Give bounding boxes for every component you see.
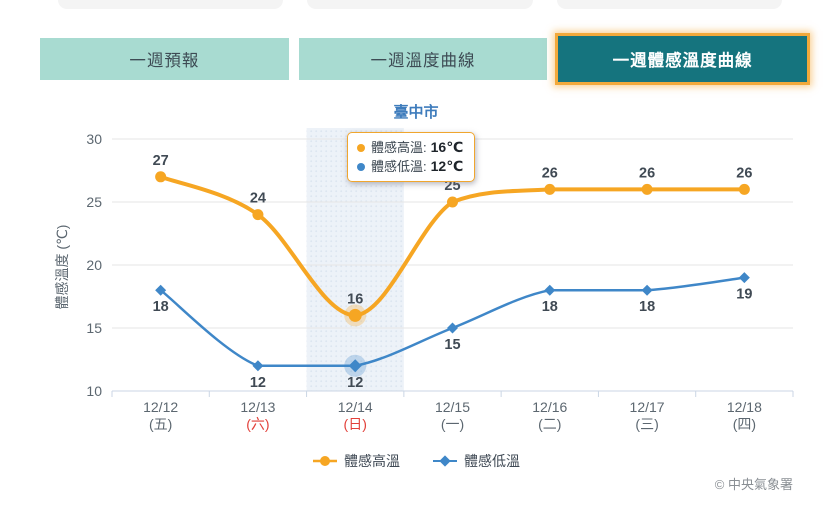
data-label: 18: [542, 299, 558, 315]
y-tick-label: 30: [86, 131, 102, 147]
tooltip-label: 體感低溫:: [371, 159, 427, 174]
y-tick-label: 15: [86, 320, 102, 336]
data-label: 26: [736, 165, 752, 181]
high-temp-dot-icon: [357, 143, 365, 152]
tab-label: 一週溫度曲線: [370, 52, 476, 70]
x-weekday-label: (日): [344, 416, 367, 432]
chart-legend: 體感高溫 體感低溫: [0, 451, 832, 471]
y-tick-label: 20: [86, 257, 102, 273]
tooltip-value: 16℃: [430, 139, 464, 155]
line-circle-marker-icon: [313, 456, 337, 466]
data-label: 12: [347, 375, 363, 391]
legend-item-low-temp[interactable]: 體感低溫: [432, 451, 520, 471]
cutoff-card-2: [307, 0, 533, 9]
tab-label: 一週體感溫度曲線: [612, 52, 753, 70]
low-temp-point-marker[interactable]: [252, 360, 264, 372]
data-label: 24: [250, 191, 266, 207]
legend-label: 體感高溫: [344, 453, 400, 469]
x-weekday-label: (六): [246, 416, 269, 432]
tooltip-row-low: 體感低溫: 12℃: [357, 157, 463, 176]
low-temp-point-marker[interactable]: [155, 284, 167, 296]
low-temp-point-marker[interactable]: [544, 284, 556, 296]
low-temp-point-marker[interactable]: [641, 284, 653, 296]
cutoff-card-3: [557, 0, 782, 9]
x-date-label: 12/17: [630, 399, 665, 415]
high-temp-point-marker[interactable]: [155, 171, 167, 183]
x-weekday-label: (四): [733, 416, 756, 432]
data-label: 15: [444, 337, 460, 353]
x-date-label: 12/16: [532, 399, 567, 415]
low-temp-point-marker[interactable]: [348, 359, 362, 373]
tooltip-value: 12℃: [430, 158, 464, 174]
x-date-label: 12/14: [338, 399, 373, 415]
x-date-label: 12/13: [240, 399, 275, 415]
tooltip-row-high: 體感高溫: 16℃: [357, 138, 463, 157]
cutoff-card-1: [58, 0, 283, 9]
tab-weekly-forecast[interactable]: 一週預報: [40, 38, 289, 80]
data-label: 18: [639, 299, 655, 315]
tab-weekly-apparent-temperature-curve[interactable]: 一週體感溫度曲線: [555, 33, 811, 85]
x-date-label: 12/12: [143, 399, 178, 415]
legend-label: 體感低溫: [464, 453, 520, 469]
high-temp-point-marker[interactable]: [738, 183, 750, 195]
high-temp-point-marker[interactable]: [641, 183, 653, 195]
tooltip-label: 體感高溫:: [371, 140, 427, 155]
data-label: 18: [153, 299, 169, 315]
y-tick-label: 25: [86, 194, 102, 210]
legend-item-high-temp[interactable]: 體感高溫: [312, 451, 400, 471]
hover-tooltip: 體感高溫: 16℃ 體感低溫: 12℃: [347, 132, 476, 182]
high-temp-point-marker[interactable]: [544, 183, 556, 195]
line-diamond-marker-icon: [433, 455, 457, 467]
tab-weekly-temperature-curve[interactable]: 一週溫度曲線: [298, 38, 548, 80]
high-temp-point-marker[interactable]: [447, 196, 458, 208]
data-label: 26: [542, 165, 558, 181]
data-label: 12: [250, 375, 266, 391]
x-date-label: 12/15: [435, 399, 470, 415]
chart-title: 臺中市: [393, 104, 439, 121]
low-temp-point-marker[interactable]: [447, 322, 458, 334]
x-weekday-label: (五): [149, 416, 172, 432]
high-temp-point-marker[interactable]: [252, 209, 264, 221]
tab-label: 一週預報: [129, 52, 200, 70]
low-temp-dot-icon: [357, 162, 365, 171]
y-tick-label: 10: [86, 383, 102, 399]
x-date-label: 12/18: [727, 399, 762, 415]
data-label: 19: [736, 287, 752, 303]
data-label: 25: [444, 178, 460, 194]
data-label: 27: [153, 153, 169, 169]
copyright-notice: © 中央氣象署: [714, 477, 793, 492]
x-weekday-label: (三): [635, 416, 658, 432]
forecast-tabs: 一週預報 一週溫度曲線 一週體感溫度曲線: [40, 33, 811, 85]
x-weekday-label: (一): [441, 416, 464, 432]
x-weekday-label: (二): [538, 416, 561, 432]
data-label: 16: [347, 291, 363, 307]
low-temp-point-marker[interactable]: [738, 272, 750, 284]
high-temp-point-marker[interactable]: [348, 308, 362, 322]
data-label: 26: [639, 165, 655, 181]
